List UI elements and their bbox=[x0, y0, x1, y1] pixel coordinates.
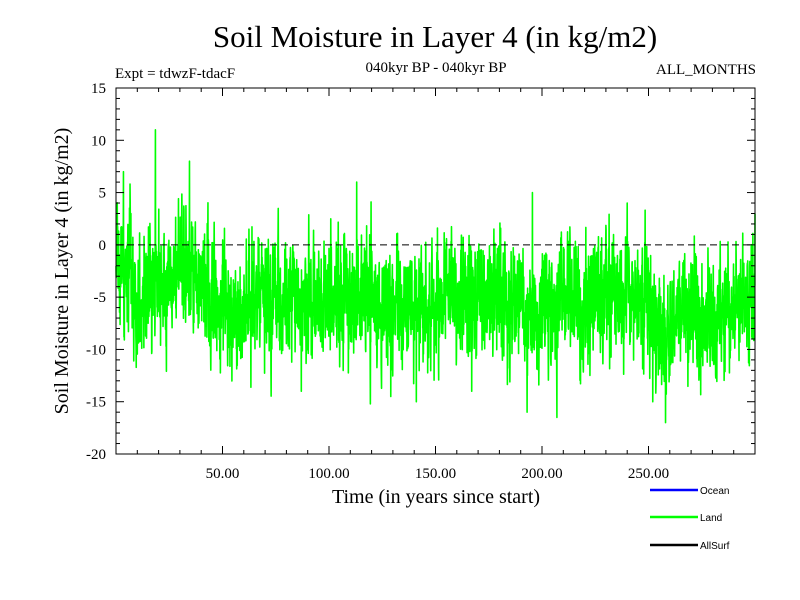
experiment-label: Expt = tdwzF-tdacF bbox=[115, 66, 235, 82]
x-tick-label: 250.00 bbox=[628, 466, 669, 482]
y-tick-label: -20 bbox=[86, 447, 106, 463]
x-tick-label: 150.00 bbox=[415, 466, 456, 482]
y-tick-label: -5 bbox=[94, 290, 107, 306]
y-tick-label: 0 bbox=[99, 238, 107, 254]
legend-ocean-label: Ocean bbox=[700, 486, 729, 497]
y-tick-label: 5 bbox=[99, 186, 107, 202]
x-tick-label: 50.00 bbox=[206, 466, 240, 482]
land-series-line bbox=[115, 129, 756, 424]
plot-area bbox=[115, 87, 756, 455]
x-tick-label: 100.00 bbox=[308, 466, 349, 482]
legend-allsurf-label: AllSurf bbox=[700, 541, 730, 552]
y-axis-label: Soil Moisture in Layer 4 (in kg/m2) bbox=[51, 128, 73, 415]
x-axis-label: Time (in years since start) bbox=[332, 486, 540, 508]
chart-title: Soil Moisture in Layer 4 (in kg/m2) bbox=[213, 19, 657, 54]
x-tick-label: 200.00 bbox=[521, 466, 562, 482]
y-axis: -20 -15 -10 -5 0 5 10 15 bbox=[86, 81, 755, 463]
period-label: 040kyr BP - 040kyr BP bbox=[365, 60, 506, 76]
x-axis: 50.00 100.00 150.00 200.00 250.00 bbox=[136, 88, 735, 482]
legend: Ocean Land AllSurf bbox=[650, 486, 730, 552]
y-tick-label: 10 bbox=[91, 133, 106, 149]
y-tick-label: -10 bbox=[86, 342, 106, 358]
y-tick-label: 15 bbox=[91, 81, 106, 97]
legend-land-label: Land bbox=[700, 513, 722, 524]
months-label: ALL_MONTHS bbox=[656, 62, 756, 78]
y-tick-label: -15 bbox=[86, 395, 106, 411]
